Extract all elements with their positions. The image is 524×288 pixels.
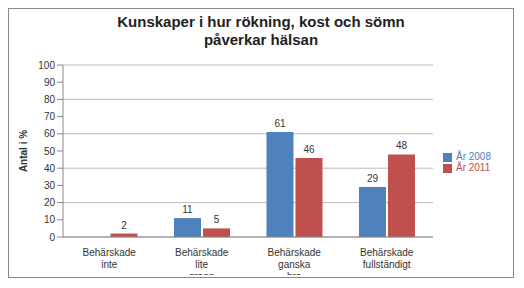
svg-text:Behärskadeganskabra: Behärskadeganskabra <box>268 247 322 275</box>
html-text:År 2011: År 2011 <box>456 162 491 173</box>
svg-text:29: 29 <box>367 173 379 184</box>
svg-text:11: 11 <box>182 204 193 215</box>
html-text:År 2008: År 2008 <box>456 151 491 162</box>
svg-text:46: 46 <box>303 144 315 155</box>
svg-text:0: 0 <box>49 232 55 243</box>
svg-text:48: 48 <box>396 140 408 151</box>
svg-text:61: 61 <box>274 118 286 129</box>
svg-text:100: 100 <box>38 60 55 71</box>
svg-text:5: 5 <box>214 214 220 225</box>
svg-text:50: 50 <box>44 146 56 157</box>
svg-text:20: 20 <box>44 197 56 208</box>
html-text:Kunskaper i hur rökning, kost: Kunskaper i hur rökning, kost och sömn p… <box>117 13 405 48</box>
svg-text:Behärskadefullständigt: Behärskadefullständigt <box>360 247 414 270</box>
svg-text:Behärskadeinte: Behärskadeinte <box>83 247 137 270</box>
svg-text:90: 90 <box>44 77 56 88</box>
svg-text:Antal i %: Antal i % <box>18 130 29 172</box>
svg-text:80: 80 <box>44 94 56 105</box>
svg-text:40: 40 <box>44 163 56 174</box>
svg-text:10: 10 <box>44 214 56 225</box>
svg-text:60: 60 <box>44 128 56 139</box>
svg-text:30: 30 <box>44 180 56 191</box>
svg-text:Behärskadelitegrann: Behärskadelitegrann <box>175 247 229 275</box>
svg-text:2: 2 <box>121 220 127 231</box>
svg-text:70: 70 <box>44 111 56 122</box>
